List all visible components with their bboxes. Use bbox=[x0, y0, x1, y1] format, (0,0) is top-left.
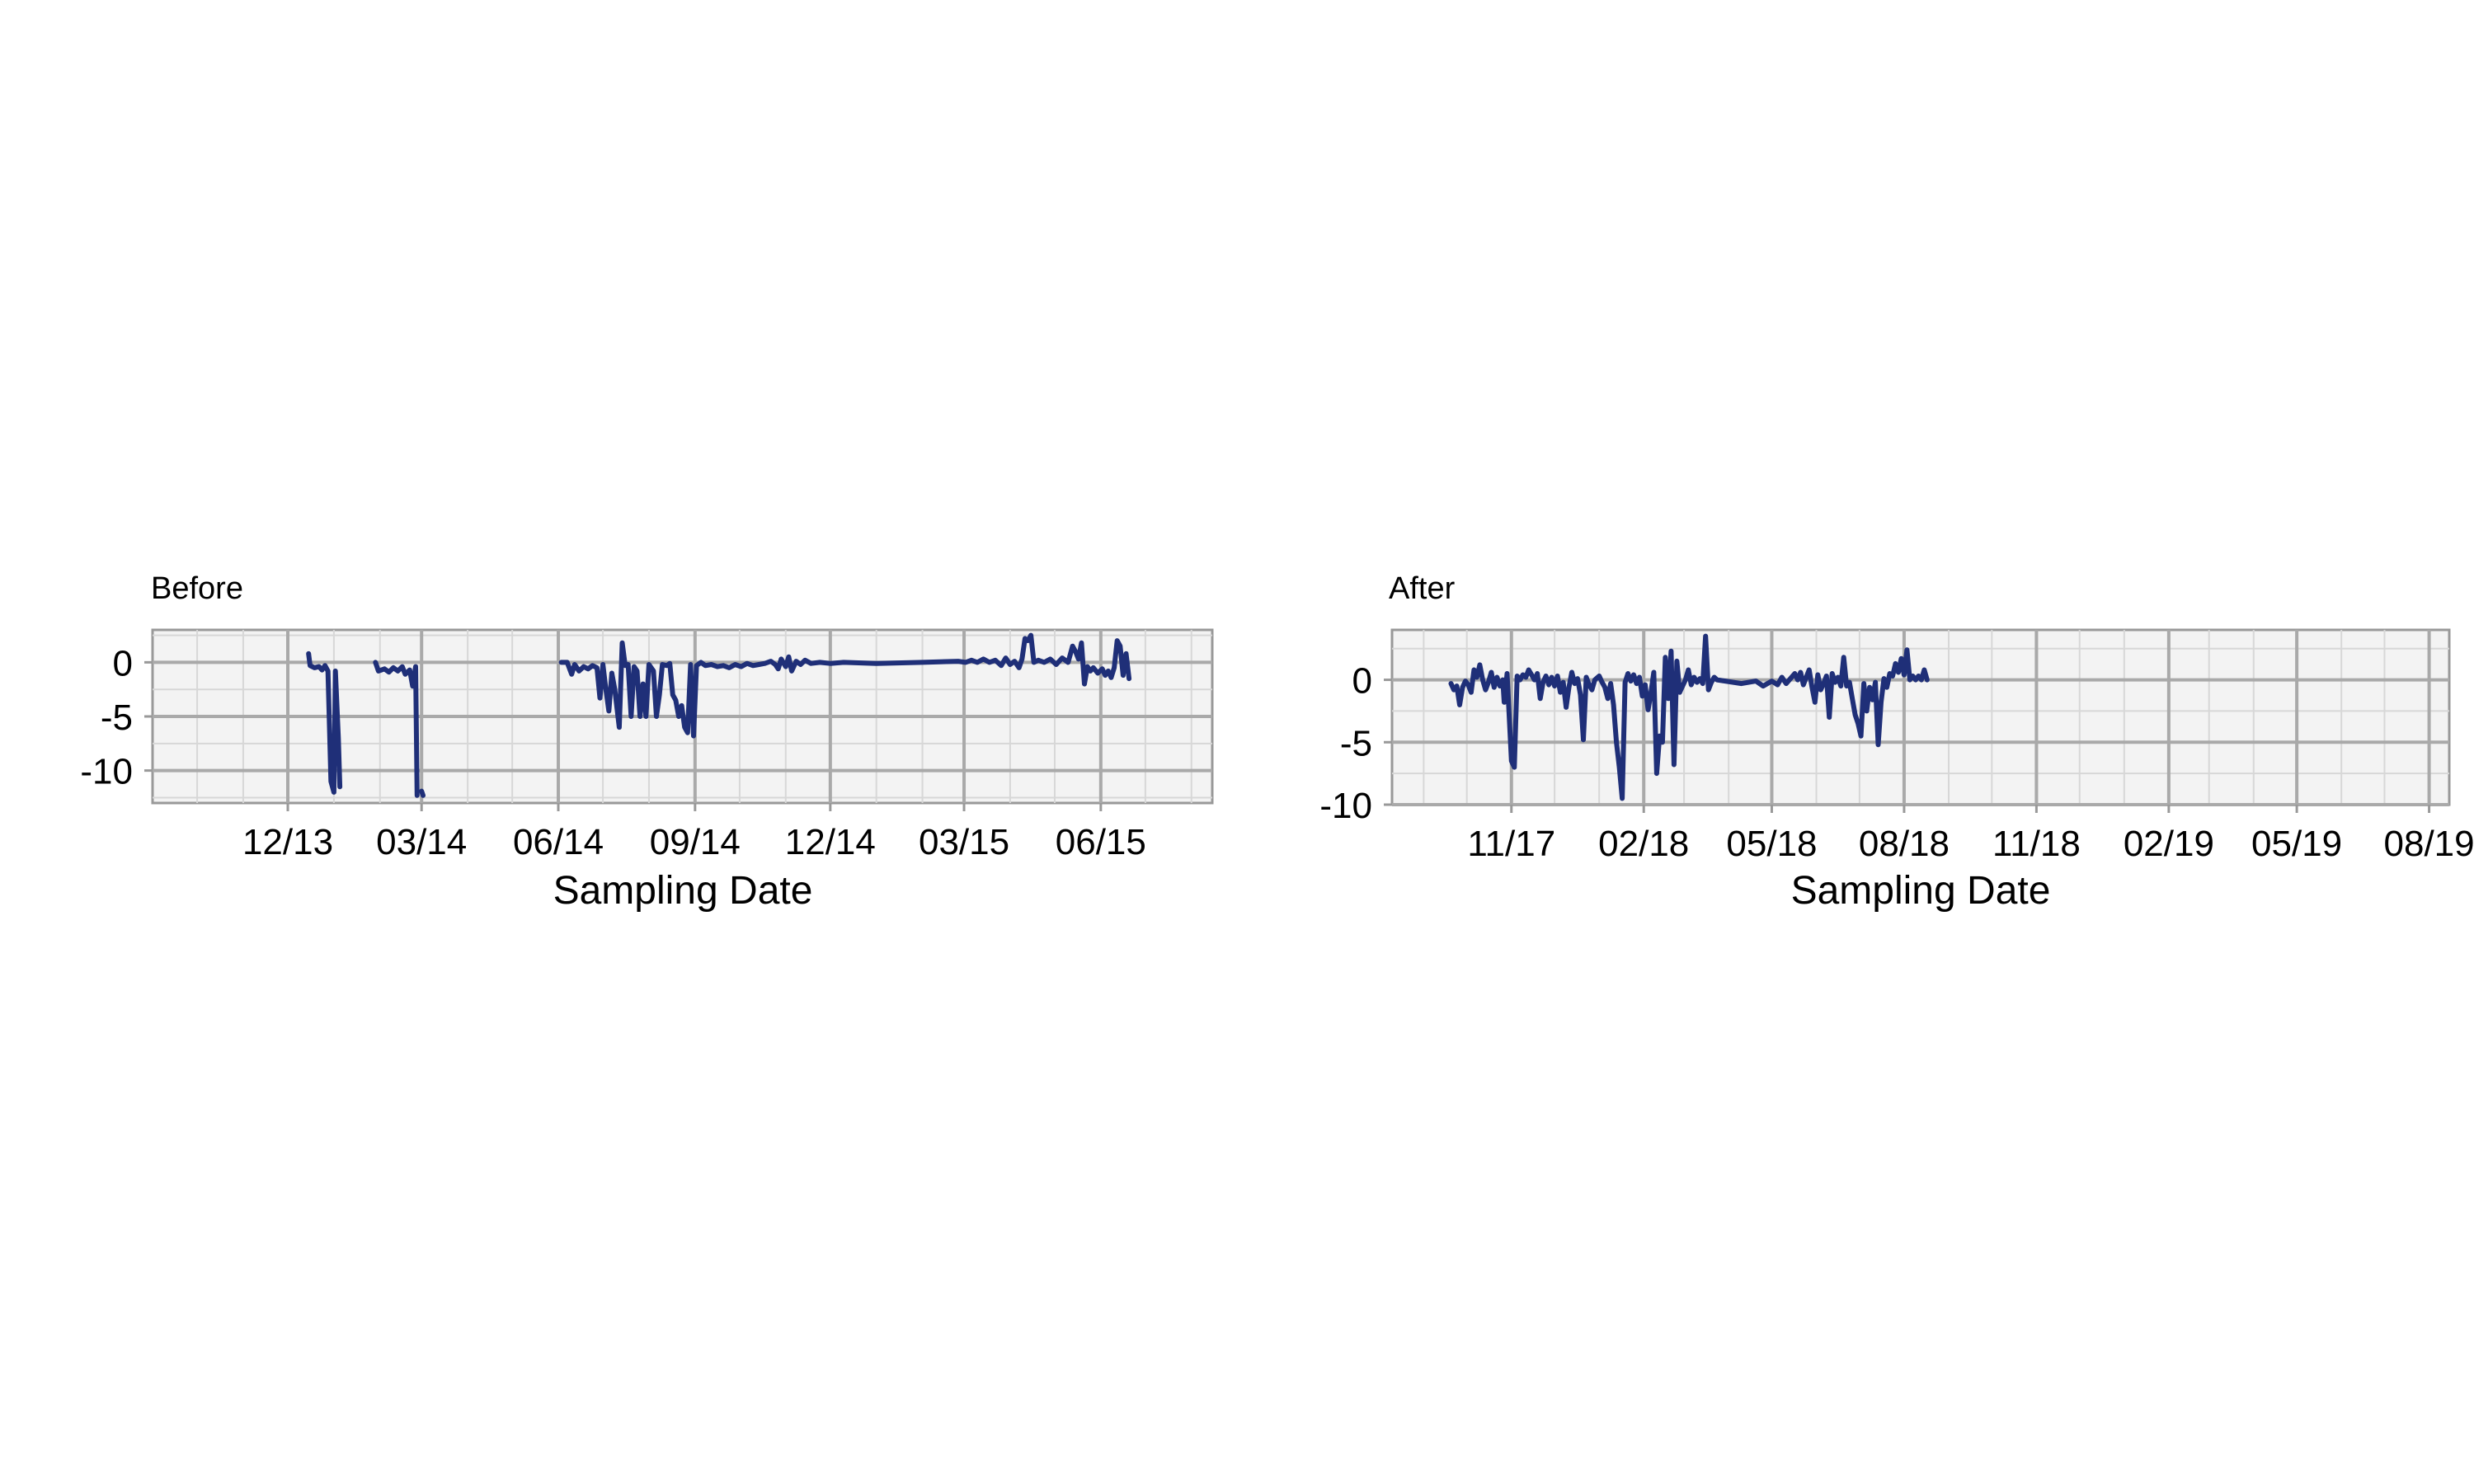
panel-after-y-axis: 0 -5 -10 bbox=[1319, 661, 1392, 826]
x-tick-label: 11/17 bbox=[1467, 824, 1555, 864]
x-tick-label: 08/18 bbox=[1859, 824, 1950, 864]
x-tick-label: 05/19 bbox=[2251, 824, 2342, 864]
x-tick-label: 03/14 bbox=[376, 822, 467, 862]
series-line-segment bbox=[373, 660, 420, 798]
panel-after-series bbox=[1448, 633, 1930, 801]
panel-before-title: Before bbox=[151, 571, 243, 606]
x-tick-label: 12/13 bbox=[242, 822, 333, 862]
series-line-segment bbox=[558, 632, 1132, 739]
y-tick-label: -5 bbox=[101, 697, 133, 738]
x-tick-label: 06/15 bbox=[1056, 822, 1146, 862]
y-tick-label: -10 bbox=[80, 752, 133, 792]
panel-before-x-axis-title: Sampling Date bbox=[553, 869, 813, 913]
x-tick-label: 02/19 bbox=[2124, 824, 2214, 864]
panel-before: Before 12/13 03/14 06/14 09/14 12/14 03/15 06/… bbox=[80, 571, 1214, 913]
y-tick-label: -10 bbox=[1319, 786, 1372, 826]
panel-before-x-axis: 12/13 03/14 06/14 09/14 12/14 03/15 06/15 bbox=[242, 803, 1146, 862]
y-tick-label: 0 bbox=[113, 643, 133, 683]
x-tick-label: 03/15 bbox=[919, 822, 1009, 862]
panel-after-x-axis-title: Sampling Date bbox=[1791, 869, 2051, 913]
series-line-segment bbox=[419, 788, 426, 798]
x-tick-label: 02/18 bbox=[1598, 824, 1689, 864]
panel-before-y-axis: 0 -5 -10 bbox=[80, 643, 153, 792]
panel-after-title: After bbox=[1389, 571, 1456, 606]
panel-before-series bbox=[306, 632, 1132, 798]
panel-after: After 11/17 02/18 05/18 08/18 11/18 02/19 05/1… bbox=[1319, 571, 2474, 913]
panel-after-x-axis: 11/17 02/18 05/18 08/18 11/18 02/19 05/19 08/19 bbox=[1467, 805, 2474, 864]
series-line-segment bbox=[1448, 633, 1930, 801]
y-tick-label: 0 bbox=[1352, 661, 1372, 702]
x-tick-label: 11/18 bbox=[1992, 824, 2081, 864]
panel-after-minor-y-grid bbox=[1392, 647, 2449, 775]
x-tick-label: 12/14 bbox=[785, 822, 876, 862]
x-tick-label: 09/14 bbox=[650, 822, 741, 862]
panel-after-plot-area bbox=[1390, 628, 2451, 806]
y-tick-label: -5 bbox=[1340, 723, 1372, 763]
series-line-segment bbox=[306, 650, 343, 795]
x-tick-label: 06/14 bbox=[513, 822, 604, 862]
x-tick-label: 08/19 bbox=[2384, 824, 2474, 864]
x-tick-label: 05/18 bbox=[1726, 824, 1817, 864]
